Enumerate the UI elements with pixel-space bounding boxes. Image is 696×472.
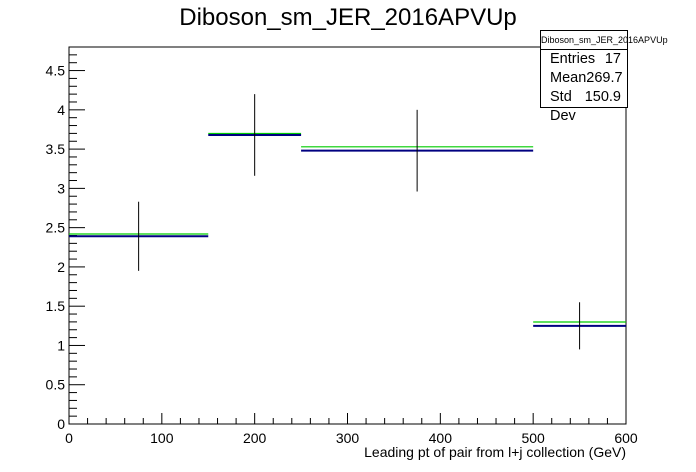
stats-row-mean: Mean 269.7 [541,69,627,88]
chart-title: Diboson_sm_JER_2016APVUp [179,4,517,31]
stats-box: Diboson_sm_JER_2016APVUp Entries 17 Mean… [540,30,668,124]
x-tick-label: 100 [150,430,174,446]
stats-row-entries: Entries 17 [541,50,627,69]
x-tick-label: 200 [243,430,267,446]
x-tick-label: 300 [336,430,360,446]
x-tick-label: 500 [521,430,545,446]
stats-row-stddev: Std Dev 150.9 [541,88,627,124]
y-tick-label: 4 [57,102,65,118]
histogram-series [69,94,626,350]
y-tick-label: 0.5 [46,377,66,393]
x-axis: 0 100 200 300 400 500 600 [65,413,638,446]
x-axis-label: Leading pt of pair from l+j collection (… [364,444,626,460]
stats-box-title: Diboson_sm_JER_2016APVUp [541,31,668,50]
y-axis: 0 0.5 1 1.5 2 2.5 3 3.5 4 4.5 [46,46,85,432]
x-tick-label: 600 [614,430,638,446]
stats-label: Std Dev [550,89,576,124]
stats-value: 269.7 [586,70,623,86]
y-tick-label: 4.5 [46,63,66,79]
x-tick-label: 400 [429,430,453,446]
y-tick-label: 3.5 [46,141,66,157]
y-tick-label: 0 [57,416,65,432]
y-tick-label: 2.5 [46,220,66,236]
y-tick-label: 1 [57,337,65,353]
stats-value: 17 [604,51,621,67]
x-tick-label: 0 [65,430,73,446]
stats-label: Entries [550,51,596,67]
y-tick-label: 1.5 [46,298,66,314]
stats-label: Mean [550,70,587,86]
y-tick-label: 3 [57,180,65,196]
y-tick-label: 2 [57,259,65,275]
stats-value: 150.9 [584,89,621,105]
